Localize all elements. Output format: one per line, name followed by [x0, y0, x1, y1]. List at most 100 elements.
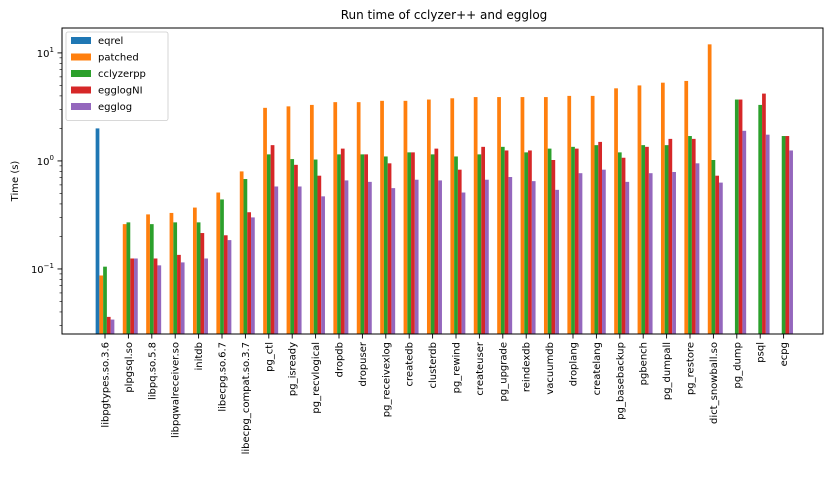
bar-egglog-pg_dumpall — [672, 171, 676, 334]
legend-label-patched: patched — [98, 53, 139, 64]
x-tick-label: pg_isready — [288, 342, 299, 396]
legend: eqrel patched cclyzerpp egglogNI egglog — [65, 31, 169, 121]
bar-patched-pg_ctl — [263, 107, 267, 334]
x-tick-label: libpgtypes.so.3.6 — [101, 342, 112, 428]
bar-cclyzerpp-pg_restore — [688, 136, 692, 334]
bar-eqrel-libpgtypes.so.3.6 — [95, 128, 100, 334]
y-tick-label: 10−1 — [31, 262, 54, 276]
bar-patched-dropuser — [356, 102, 361, 335]
bar-cclyzerpp-dropdb — [337, 154, 341, 334]
x-tick-label: libecpg_compat.so.3.7 — [241, 342, 252, 454]
x-tick-label: pg_upgrade — [498, 342, 509, 401]
bar-egglog-plpgsql.so — [134, 258, 138, 334]
bar-egglogNI-libpgtypes.so.3.6 — [106, 316, 111, 334]
bar-egglogNI-pg_dumpall — [668, 138, 673, 334]
bar-cclyzerpp-createdb — [407, 152, 412, 334]
bar-cclyzerpp-dropuser — [360, 154, 365, 334]
bar-egglog-reindexdb — [531, 181, 536, 334]
x-tick-label: pg_basebackup — [615, 342, 626, 420]
x-tick-label: ecpg — [779, 342, 790, 366]
bar-patched-reindexdb — [520, 97, 525, 334]
x-tick-label: vacuumdb — [545, 342, 556, 395]
x-tick-label: reindexdb — [522, 342, 533, 392]
bar-patched-dropdb — [333, 102, 338, 335]
bar-egglogNI-pg_basebackup — [621, 157, 626, 334]
x-tick-label: clusterdb — [428, 342, 439, 389]
bar-egglog-dropuser — [368, 181, 372, 334]
x-tick-label: libecpg.so.6.7 — [218, 342, 229, 412]
bar-egglogNI-dict_snowball.so — [715, 175, 720, 334]
bar-egglogNI-pg_isready — [294, 164, 298, 334]
bar-egglog-ecpg — [789, 150, 793, 334]
x-tick-label: libpqwalreceiver.so — [171, 342, 182, 438]
bar-egglogNI-pg_receivexlog — [387, 163, 392, 334]
bar-patched-libpq.so.5.8 — [146, 214, 150, 334]
bar-egglogNI-pgbench — [645, 146, 649, 334]
bar-egglogNI-pg_ctl — [270, 145, 275, 334]
legend-label-eqrel: eqrel — [98, 36, 123, 47]
bar-patched-pg_restore — [684, 80, 689, 334]
x-tick-label: createuser — [475, 341, 486, 395]
bar-egglog-libpqwalreceiver.so — [180, 262, 185, 334]
bar-cclyzerpp-libpqwalreceiver.so — [173, 222, 178, 334]
bar-egglog-createdb — [414, 179, 419, 334]
bar-patched-pg_recvlogical — [309, 104, 314, 334]
bar-cclyzerpp-ecpg — [781, 136, 786, 334]
x-axis: libpgtypes.so.3.6 plpgsql.so libpq.so.5.8 l… — [101, 334, 790, 454]
x-tick-label: plpgsql.so — [124, 342, 135, 393]
bar-patched-vacuumdb — [543, 97, 548, 334]
bar-cclyzerpp-libecpg.so.6.7 — [220, 199, 224, 334]
bar-egglog-pg_restore — [695, 163, 700, 334]
legend-swatch-cclyzerpp — [71, 70, 91, 77]
bar-cclyzerpp-plpgsql.so — [126, 222, 131, 334]
bar-patched-pg_receivexlog — [380, 100, 384, 334]
bar-cclyzerpp-pg_basebackup — [617, 152, 622, 334]
bar-cclyzerpp-clusterdb — [430, 154, 435, 334]
bar-egglog-pg_receivexlog — [391, 188, 396, 334]
bar-patched-libecpg_compat.so.3.7 — [239, 171, 244, 334]
bar-egglog-createuser — [485, 179, 489, 334]
bar-egglogNI-initdb — [200, 233, 205, 334]
bar-cclyzerpp-pg_isready — [290, 159, 295, 334]
bar-patched-dict_snowball.so — [707, 44, 712, 335]
bar-cclyzerpp-reindexdb — [524, 152, 529, 334]
legend-swatch-patched — [71, 53, 91, 61]
bar-cclyzerpp-pgbench — [641, 145, 646, 334]
bar-cclyzerpp-pg_upgrade — [500, 146, 505, 334]
bar-egglogNI-psql — [762, 93, 766, 334]
bar-cclyzerpp-initdb — [196, 222, 201, 334]
bar-cclyzerpp-libecpg_compat.so.3.7 — [243, 179, 248, 334]
bar-egglogNI-libecpg.so.6.7 — [223, 235, 228, 334]
legend-label-cclyzerpp: cclyzerpp — [98, 69, 146, 80]
bar-egglogNI-clusterdb — [434, 148, 439, 334]
x-tick-label: psql — [756, 342, 767, 363]
bar-egglog-pg_dump — [742, 130, 747, 334]
bar-egglog-libecpg.so.6.7 — [227, 240, 232, 334]
x-tick-label: pg_receivexlog — [381, 342, 392, 417]
bar-egglogNI-createuser — [481, 146, 486, 334]
legend-swatch-egglogNI — [71, 86, 91, 94]
bar-cclyzerpp-pg_receivexlog — [383, 156, 388, 334]
x-tick-label: createdb — [405, 342, 416, 386]
legend-label-egglog: egglog — [98, 102, 132, 113]
bar-cclyzerpp-pg_dumpall — [664, 145, 669, 334]
bar-egglog-vacuumdb — [555, 189, 559, 334]
chart-title: Run time of cclyzer++ and egglog — [341, 8, 548, 22]
bar-patched-pg_isready — [286, 106, 291, 334]
x-tick-label: pg_restore — [686, 342, 697, 395]
x-tick-label: initdb — [194, 342, 205, 371]
x-tick-label: dict_snowball.so — [709, 342, 720, 424]
x-tick-label: libpq.so.5.8 — [147, 342, 158, 400]
bar-egglog-pg_basebackup — [625, 181, 630, 334]
bar-egglog-pg_upgrade — [508, 177, 513, 334]
bar-egglog-psql — [765, 134, 770, 334]
plot-frame — [61, 27, 824, 335]
bar-patched-pg_basebackup — [614, 88, 618, 334]
bar-egglog-dict_snowball.so — [719, 182, 723, 334]
bar-egglogNI-vacuumdb — [551, 160, 556, 334]
y-tick-label: 101 — [37, 46, 54, 60]
bar-egglogNI-pg_restore — [691, 138, 696, 334]
bar-patched-createuser — [473, 97, 478, 334]
bar-patched-createlang — [590, 95, 595, 334]
bar-cclyzerpp-libpgtypes.so.3.6 — [103, 266, 107, 334]
